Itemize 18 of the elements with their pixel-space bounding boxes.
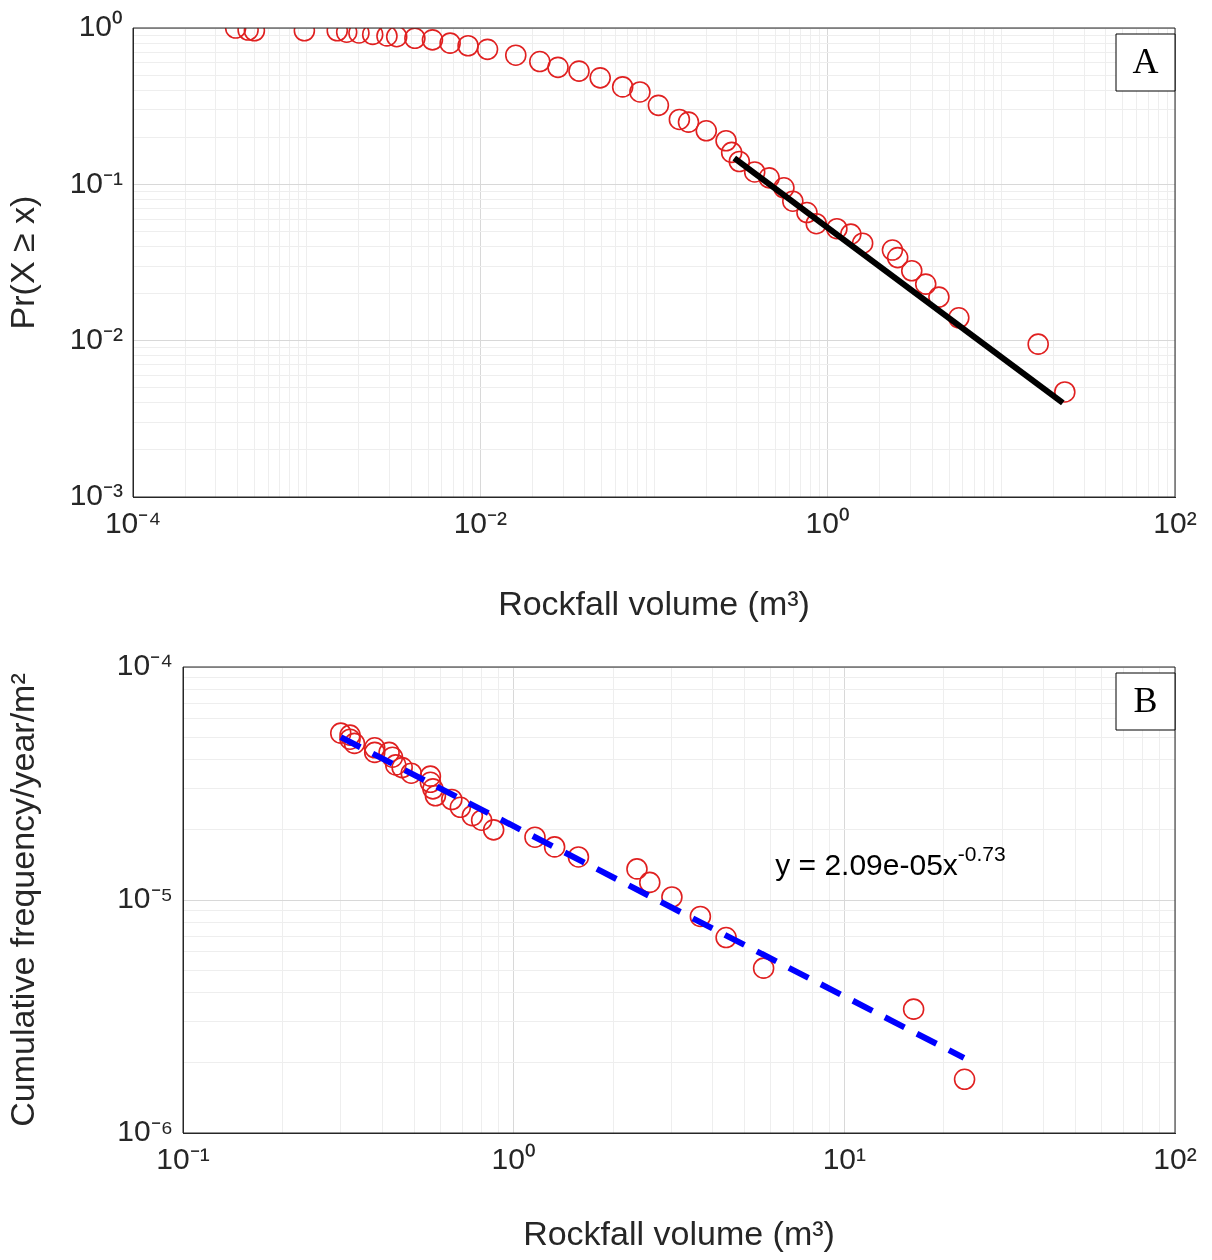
x-tick-label: 10¹: [822, 1142, 867, 1176]
annotation: A: [1132, 40, 1159, 81]
y-axis-title: Cumulative frequency/year/m²: [2, 673, 41, 1127]
x-tick-label: 10⁰: [491, 1142, 536, 1176]
y-tick-label: 10⁻¹: [69, 165, 124, 199]
y-tick-label: 10⁻⁴: [116, 648, 173, 682]
x-tick-label: 10²: [1153, 1142, 1197, 1176]
x-axis-title: Rockfall volume (m³): [523, 1213, 835, 1252]
x-tick-label: 10²: [1153, 506, 1197, 540]
y-tick-label: 10⁻²: [69, 321, 124, 355]
y-tick-label: 10⁰: [78, 9, 123, 43]
x-axis-title: Rockfall volume (m³): [498, 583, 810, 622]
x-tick-label: 10⁰: [805, 506, 850, 540]
x-tick-label: 10⁻²: [453, 506, 508, 540]
y-tick-label: 10⁻⁵: [117, 881, 173, 915]
annotation: B: [1133, 679, 1158, 720]
y-axis-title: Pr(X ≥ x): [2, 195, 41, 330]
y-tick-label: 10⁻³: [69, 478, 124, 512]
